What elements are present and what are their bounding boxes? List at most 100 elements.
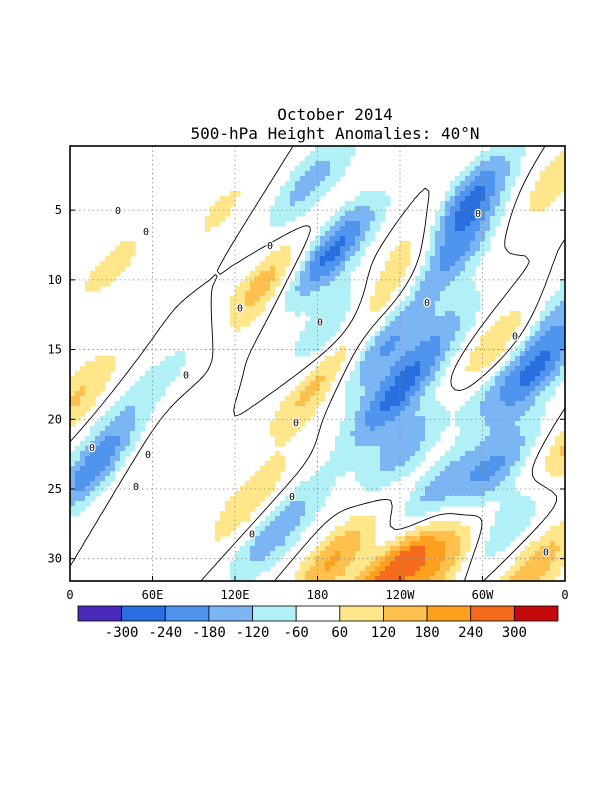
anomaly-cell [475,206,481,212]
anomaly-cell [315,276,321,282]
anomaly-cell [415,501,421,507]
anomaly-cell [355,446,361,452]
anomaly-cell [545,456,551,462]
anomaly-cell [465,176,471,182]
anomaly-field [70,146,565,581]
anomaly-cell [305,376,311,382]
anomaly-cell [420,531,426,537]
anomaly-cell [450,306,456,312]
anomaly-cell [300,301,306,307]
anomaly-cell [385,316,391,322]
anomaly-cell [280,411,286,417]
anomaly-cell [440,296,446,302]
anomaly-cell [320,311,326,317]
anomaly-cell [310,341,316,347]
anomaly-cell [510,311,516,317]
anomaly-cell [345,246,351,252]
anomaly-cell [480,501,486,507]
anomaly-cell [350,231,356,237]
anomaly-cell [355,476,361,482]
anomaly-cell [280,196,286,202]
anomaly-cell [410,381,416,387]
anomaly-cell [285,246,291,252]
anomaly-cell [430,251,436,257]
anomaly-cell [385,441,391,447]
anomaly-cell [390,351,396,357]
anomaly-cell [500,446,506,452]
anomaly-cell [345,466,351,472]
anomaly-cell [465,541,471,547]
anomaly-cell [495,416,501,422]
anomaly-cell [265,526,271,532]
anomaly-cell [495,216,501,222]
anomaly-cell [475,451,481,457]
anomaly-cell [280,246,286,252]
anomaly-cell [230,301,236,307]
anomaly-cell [460,501,466,507]
anomaly-cell [330,276,336,282]
anomaly-cell [540,366,546,372]
anomaly-cell [415,326,421,332]
anomaly-cell [555,366,561,372]
anomaly-cell [425,381,431,387]
anomaly-cell [315,241,321,247]
anomaly-cell [450,536,456,542]
anomaly-cell [315,296,321,302]
anomaly-cell [400,446,406,452]
anomaly-cell [395,261,401,267]
anomaly-cell [310,511,316,517]
anomaly-cell [345,556,351,562]
anomaly-cell [500,196,506,202]
anomaly-cell [365,471,371,477]
anomaly-cell [300,571,306,577]
anomaly-cell [295,306,301,312]
anomaly-cell [280,501,286,507]
anomaly-cell [395,276,401,282]
anomaly-cell [465,471,471,477]
anomaly-cell [520,526,526,532]
anomaly-cell [505,496,511,502]
anomaly-cell [385,266,391,272]
anomaly-cell [125,396,131,402]
anomaly-cell [470,261,476,267]
anomaly-cell [295,406,301,412]
anomaly-cell [350,206,356,212]
anomaly-cell [250,476,256,482]
anomaly-cell [515,146,521,152]
anomaly-cell [410,376,416,382]
anomaly-cell [270,516,276,522]
anomaly-cell [255,311,261,317]
anomaly-cell [475,426,481,432]
anomaly-cell [335,171,341,177]
anomaly-cell [440,311,446,317]
anomaly-cell [410,401,416,407]
anomaly-cell [260,271,266,277]
anomaly-cell [280,186,286,192]
anomaly-cell [475,301,481,307]
anomaly-cell [315,246,321,252]
anomaly-cell [450,211,456,217]
anomaly-cell [425,361,431,367]
anomaly-cell [240,486,246,492]
anomaly-cell [340,166,346,172]
anomaly-cell [375,451,381,457]
anomaly-cell [370,336,376,342]
anomaly-cell [530,336,536,342]
anomaly-cell [315,471,321,477]
anomaly-cell [525,551,531,557]
anomaly-cell [515,451,521,457]
anomaly-cell [280,201,286,207]
anomaly-cell [300,176,306,182]
anomaly-cell [480,361,486,367]
anomaly-cell [390,401,396,407]
anomaly-cell [555,541,561,547]
anomaly-cell [110,411,116,417]
anomaly-cell [435,321,441,327]
anomaly-cell [305,561,311,567]
anomaly-cell [495,161,501,167]
anomaly-cell [385,351,391,357]
anomaly-cell [505,336,511,342]
anomaly-cell [150,381,156,387]
anomaly-cell [235,501,241,507]
